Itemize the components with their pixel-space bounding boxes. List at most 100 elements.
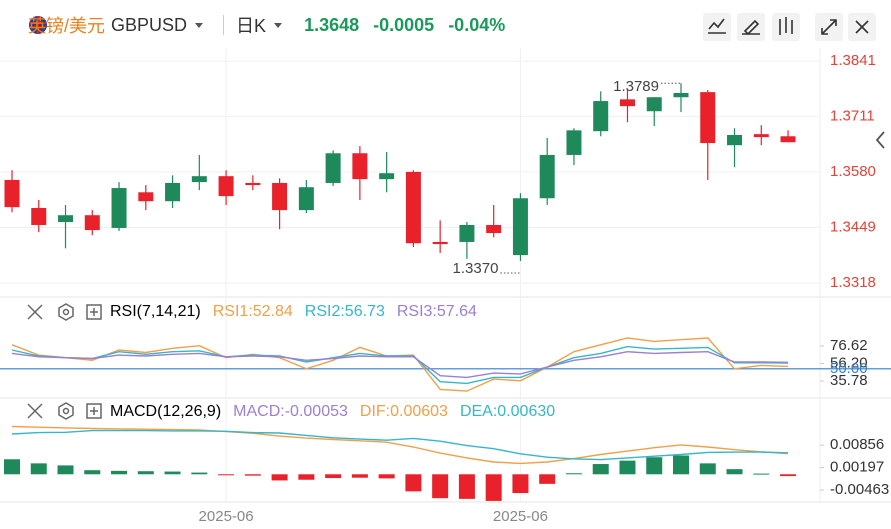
legend-entry: DIF:0.00603 xyxy=(360,403,448,421)
indicator-line xyxy=(11,337,789,392)
macd-bar xyxy=(325,474,342,479)
candle-body xyxy=(619,99,635,107)
candle-body xyxy=(4,179,20,208)
macd-bar xyxy=(4,459,20,475)
legend-name: RSI3: xyxy=(396,303,437,320)
candle-body xyxy=(31,207,47,225)
candle-body xyxy=(512,198,528,256)
collapse-arrow[interactable] xyxy=(875,131,885,149)
legend-entry: RSI3:57.64 xyxy=(397,303,477,321)
separator xyxy=(223,15,225,35)
remove-indicator[interactable] xyxy=(27,304,43,320)
macd-bar xyxy=(699,463,716,475)
candle-body xyxy=(138,192,154,202)
candle-body xyxy=(486,224,502,234)
period[interactable]: 日K xyxy=(236,16,267,36)
macd-bar xyxy=(298,474,315,480)
y-tick-label: 76.62 xyxy=(830,337,868,354)
legend-value: 57.64 xyxy=(436,303,477,320)
candle-body xyxy=(727,135,743,146)
indicator-settings[interactable] xyxy=(58,402,74,420)
x-tick-label: 2025-06 xyxy=(199,508,254,525)
candle-body xyxy=(432,241,448,245)
indicator-add[interactable] xyxy=(86,403,102,419)
macd-bar xyxy=(780,474,797,477)
low-label: 1.3370 xyxy=(453,260,499,277)
macd-bar xyxy=(191,472,208,475)
indicator-line xyxy=(11,345,789,385)
caret[interactable] xyxy=(274,22,283,28)
legend-value: -0.00053 xyxy=(284,403,348,420)
legend-entry: RSI1:52.84 xyxy=(213,303,293,321)
candle-body xyxy=(218,176,234,197)
y-tick-label: 35.78 xyxy=(830,372,868,389)
macd-bar xyxy=(351,474,368,478)
legend-name: RSI1: xyxy=(212,303,253,320)
high-label: 1.3789 xyxy=(613,78,659,95)
y-tick-label: 1.3841 xyxy=(830,52,876,69)
rsi-legend: RSI(7,14,21) RSI1:52.84 RSI2:56.73 RSI3:57.… xyxy=(110,300,477,324)
candle-body xyxy=(84,215,100,231)
candle-body xyxy=(593,101,609,132)
indicator-settings[interactable] xyxy=(58,303,74,321)
candle-body xyxy=(753,134,769,138)
y-tick-label: 0.00197 xyxy=(830,459,884,476)
legend-value: 0.00603 xyxy=(390,403,448,420)
remove-indicator[interactable] xyxy=(27,403,43,419)
candle-body xyxy=(325,153,341,183)
change: -0.0005 xyxy=(373,14,435,35)
macd-bar xyxy=(84,470,101,475)
macd-bar xyxy=(244,474,261,476)
macd-bar xyxy=(378,474,395,479)
macd-bar xyxy=(539,474,556,484)
candle-body xyxy=(566,130,582,155)
macd-bar xyxy=(405,474,422,492)
caret[interactable] xyxy=(195,22,204,28)
candle-body xyxy=(646,97,662,112)
candle-body xyxy=(379,173,395,180)
macd-bar xyxy=(673,455,689,475)
macd-bar xyxy=(592,464,609,475)
macd-bar xyxy=(619,460,636,475)
y-tick-label: 1.3318 xyxy=(830,274,876,291)
indicator-line xyxy=(11,425,789,465)
legend-entry: MACD:-0.00053 xyxy=(233,403,348,421)
macd-bar xyxy=(565,473,582,475)
pair-name: 英镑/美元 xyxy=(28,16,106,36)
candle-body xyxy=(459,224,475,242)
macd-bar xyxy=(57,465,74,475)
candle-body xyxy=(111,188,127,228)
macd-bar xyxy=(30,463,47,475)
macd-bar xyxy=(458,474,475,499)
y-tick-label: 1.3711 xyxy=(830,107,875,124)
candle-body xyxy=(165,182,181,202)
flag-icon xyxy=(29,16,47,34)
legend-entry: RSI2:56.73 xyxy=(305,303,385,321)
y-tick-label: 1.3580 xyxy=(830,163,876,180)
macd-bar xyxy=(485,474,502,501)
legend-value: 0.00630 xyxy=(497,403,556,420)
tool-draw[interactable] xyxy=(737,13,765,41)
candle-body xyxy=(673,92,689,98)
macd-bar xyxy=(726,469,743,475)
indicator-name: RSI(7,14,21) xyxy=(110,303,201,320)
candle-body xyxy=(352,153,368,180)
symbol[interactable]: GBPUSD xyxy=(111,14,188,35)
price: 1.3648 xyxy=(304,14,360,35)
macd-bar xyxy=(432,474,449,499)
macd-bar xyxy=(164,471,181,475)
legend-value: 52.84 xyxy=(252,303,293,320)
legend-name: DEA: xyxy=(459,403,498,420)
indicator-line xyxy=(11,429,789,461)
macd-bar xyxy=(512,474,529,494)
macd-controls xyxy=(27,402,102,420)
y-tick-label: 1.3449 xyxy=(830,218,876,235)
y-tick-label: -0.00463 xyxy=(830,481,889,498)
candle-body xyxy=(58,215,74,223)
candle-body xyxy=(700,92,716,144)
candle-body xyxy=(405,171,421,244)
macd-bar xyxy=(111,470,128,475)
indicator-add[interactable] xyxy=(86,304,102,320)
rsi-controls xyxy=(27,303,102,321)
